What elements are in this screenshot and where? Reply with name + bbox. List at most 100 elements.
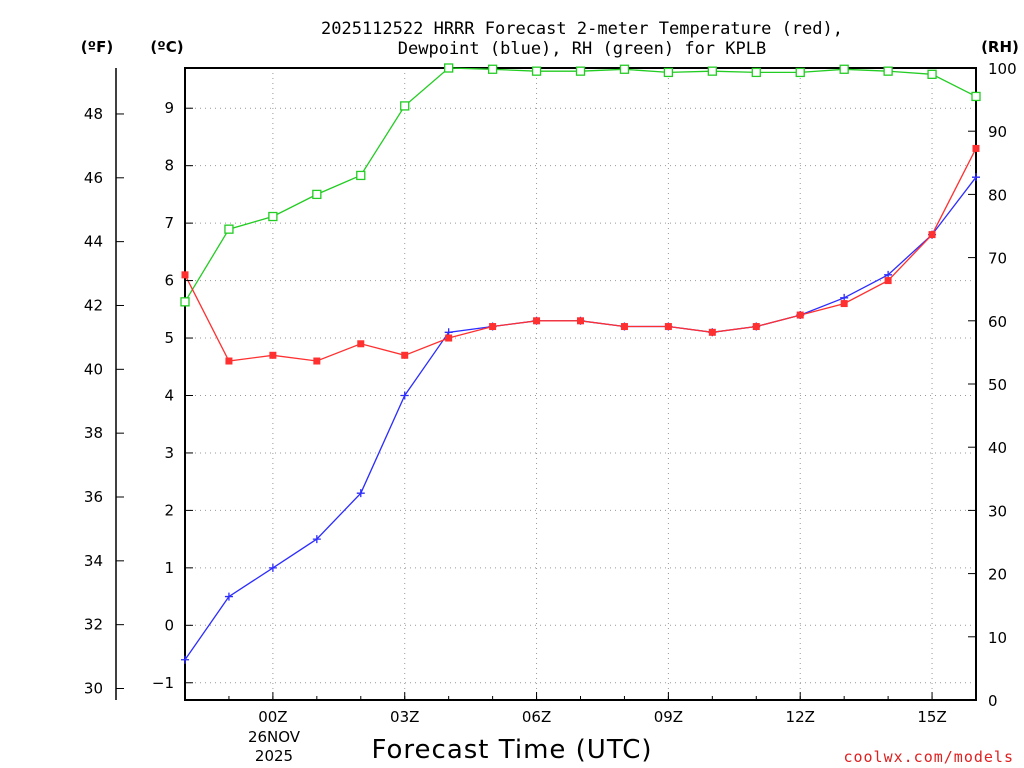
series-line-dewpoint (184, 176, 977, 661)
series-dewpoint (181, 173, 980, 664)
chart-subtitle: Dewpoint (blue), RH (green) for KPLB (398, 39, 766, 59)
celsius-tick-label: 5 (164, 329, 174, 347)
series-line-temperature (184, 148, 977, 362)
chart-title: 2025112522 HRRR Forecast 2-meter Tempera… (321, 19, 843, 39)
temperature-point (928, 231, 936, 239)
temperature-point (972, 144, 980, 152)
celsius-tick-label: 7 (164, 214, 174, 232)
celsius-tick-label: 2 (164, 501, 174, 519)
rh-tick-label: 30 (988, 502, 1007, 520)
temperature-point (445, 334, 453, 342)
dewpoint-point (224, 592, 233, 601)
fahrenheit-tick-label: 36 (84, 488, 103, 506)
rh-tick-label: 80 (988, 186, 1007, 204)
celsius-tick-label: 3 (164, 444, 174, 462)
dewpoint-point (356, 489, 365, 498)
celsius-tick-label: 4 (164, 386, 174, 404)
celsius-tick-label: 1 (164, 559, 174, 577)
temperature-point (796, 311, 804, 319)
rh-point (927, 69, 937, 79)
axes-ticks (115, 67, 977, 701)
fahrenheit-tick-label: 42 (84, 296, 103, 314)
celsius-tick-label: 0 (164, 616, 174, 634)
rh-unit-label: (RH) (981, 38, 1019, 56)
fahrenheit-tick-label: 38 (84, 424, 103, 442)
fahrenheit-tick-label: 48 (84, 105, 103, 123)
rh-tick-label: 20 (988, 566, 1007, 584)
dewpoint-point (268, 563, 277, 572)
temperature-point (357, 340, 365, 348)
x-tick-label: 12Z (786, 708, 815, 726)
rh-point (839, 64, 849, 74)
rh-point (268, 211, 278, 222)
fahrenheit-tick-label: 30 (84, 680, 103, 698)
date-line-1: 26NOV (248, 728, 301, 746)
dewpoint-point (400, 391, 409, 400)
fahrenheit-tick-label: 46 (84, 169, 103, 187)
rh-tick-label: 90 (988, 123, 1007, 141)
rh-point (224, 224, 234, 234)
rh-point (883, 66, 893, 76)
fahrenheit-tick-label: 32 (84, 616, 103, 634)
rh-point (180, 297, 190, 307)
dewpoint-point (181, 655, 189, 664)
rh-point (312, 189, 322, 200)
x-tick-label: 09Z (654, 708, 683, 726)
temperature-point (620, 323, 628, 331)
celsius-unit-label: (ºC) (150, 38, 183, 56)
rh-point (795, 67, 805, 78)
rh-point (707, 66, 717, 76)
axes-labels: −101234567893032343638404244464801020304… (84, 60, 1017, 726)
celsius-tick-label: −1 (152, 674, 174, 692)
series-line-rh (184, 67, 977, 303)
date-line-2: 2025 (255, 747, 293, 765)
temperature-point (225, 357, 233, 365)
temperature-point (752, 323, 760, 331)
rh-tick-label: 50 (988, 376, 1007, 394)
rh-point (444, 63, 454, 73)
grid-lines (185, 68, 976, 700)
rh-point (531, 66, 542, 76)
rh-tick-label: 10 (988, 629, 1007, 647)
plot-frame (184, 67, 977, 701)
x-tick-label: 03Z (390, 708, 419, 726)
temperature-point (533, 317, 541, 325)
fahrenheit-tick-label: 40 (84, 360, 103, 378)
temperature-point (489, 323, 497, 331)
rh-tick-label: 40 (988, 439, 1007, 457)
series-rh (180, 63, 981, 307)
celsius-tick-label: 9 (164, 99, 174, 117)
rh-point (356, 170, 366, 181)
dewpoint-point (972, 173, 980, 182)
rh-tick-label: 100 (988, 60, 1017, 78)
celsius-tick-label: 8 (164, 157, 174, 175)
celsius-tick-label: 6 (164, 272, 174, 290)
rh-point (751, 67, 761, 78)
temperature-point (884, 277, 892, 285)
temperature-point (181, 271, 189, 279)
series-temperature (181, 144, 980, 365)
temperature-point (313, 357, 321, 365)
temperature-point (401, 351, 409, 359)
x-axis-label: Forecast Time (UTC) (371, 735, 652, 765)
rh-tick-label: 0 (988, 692, 998, 710)
x-tick-label: 06Z (522, 708, 551, 726)
temperature-point (840, 300, 848, 308)
rh-tick-label: 60 (988, 313, 1007, 331)
dewpoint-point (312, 535, 321, 544)
rh-point (575, 66, 586, 76)
temperature-point (708, 328, 716, 336)
temperature-point (577, 317, 584, 325)
fahrenheit-unit-label: (ºF) (81, 38, 113, 56)
temperature-point (269, 351, 277, 359)
rh-point (971, 91, 981, 102)
temperature-point (664, 323, 672, 331)
fahrenheit-tick-label: 34 (84, 552, 103, 570)
rh-point (619, 64, 630, 74)
rh-point (487, 64, 498, 74)
x-tick-label: 00Z (258, 708, 287, 726)
credit-text: coolwx.com/models (843, 748, 1014, 766)
fahrenheit-tick-label: 44 (84, 233, 103, 251)
x-tick-label: 15Z (917, 708, 946, 726)
